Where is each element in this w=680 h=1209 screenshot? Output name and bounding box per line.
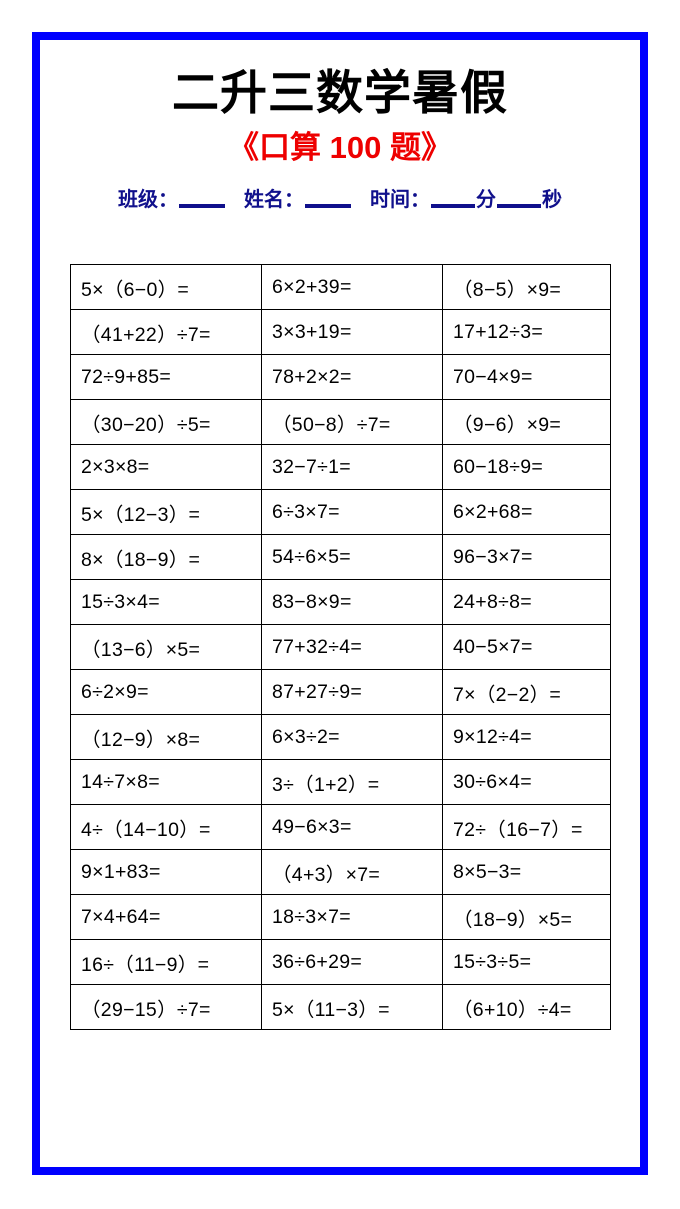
problems-table: 5×（6−0）= 6×2+39= （8−5）×9= （41+22）÷7= 3×3+19=… [70,264,611,1030]
problem-cell[interactable]: 6÷3×7= [261,489,443,535]
table-row: 9×1+83= （4+3）×7= 8×5−3= [70,849,611,895]
page-title: 二升三数学暑假 [172,66,508,119]
problem-cell[interactable]: 17+12÷3= [442,309,611,355]
problem-cell[interactable]: 49−6×3= [261,804,443,850]
table-row: 8×（18−9）= 54÷6×5= 96−3×7= [70,534,611,580]
problem-cell[interactable]: 14÷7×8= [70,759,262,805]
name-label: 姓名： [244,188,304,211]
problem-cell[interactable]: 5×（6−0）= [70,264,262,310]
problem-cell[interactable]: 6×2+68= [442,489,611,535]
problem-cell[interactable]: 4÷（14−10）= [70,804,262,850]
problem-cell[interactable]: 6×2+39= [261,264,443,310]
table-row: 72÷9+85= 78+2×2= 70−4×9= [70,354,611,400]
problem-cell[interactable]: 78+2×2= [261,354,443,400]
table-row: 4÷（14−10）= 49−6×3= 72÷（16−7）= [70,804,611,850]
problem-cell[interactable]: （30−20）÷5= [70,399,262,445]
problem-cell[interactable]: 3×3+19= [261,309,443,355]
problem-cell[interactable]: （4+3）×7= [261,849,443,895]
table-row: 16÷（11−9）= 36÷6+29= 15÷3÷5= [70,939,611,985]
problem-cell[interactable]: 9×1+83= [70,849,262,895]
problem-cell[interactable]: 83−8×9= [261,579,443,625]
problem-cell[interactable]: 36÷6+29= [261,939,443,985]
problem-cell[interactable]: （9−6）×9= [442,399,611,445]
problem-cell[interactable]: 70−4×9= [442,354,611,400]
minute-unit-label: 分 [476,188,496,211]
table-row: （12−9）×8= 6×3÷2= 9×12÷4= [70,714,611,760]
problem-cell[interactable]: 72÷（16−7）= [442,804,611,850]
table-row: 2×3×8= 32−7÷1= 60−18÷9= [70,444,611,490]
problem-cell[interactable]: 30÷6×4= [442,759,611,805]
problem-cell[interactable]: 7×4+64= [70,894,262,940]
table-row: 14÷7×8= 3÷（1+2）= 30÷6×4= [70,759,611,805]
problem-cell[interactable]: 72÷9+85= [70,354,262,400]
problem-cell[interactable]: 87+27÷9= [261,669,443,715]
table-row: 6÷2×9= 87+27÷9= 7×（2−2）= [70,669,611,715]
problem-cell[interactable]: （12−9）×8= [70,714,262,760]
table-row: 5×（12−3）= 6÷3×7= 6×2+68= [70,489,611,535]
problem-cell[interactable]: 54÷6×5= [261,534,443,580]
worksheet-content: 二升三数学暑假 《口算 100 题》 班级： 姓名： 时间：分秒 5×（6−0）= 6… [40,40,640,1167]
problem-cell[interactable]: 15÷3÷5= [442,939,611,985]
problem-cell[interactable]: 6÷2×9= [70,669,262,715]
problems-table-body: 5×（6−0）= 6×2+39= （8−5）×9= （41+22）÷7= 3×3+19=… [70,264,611,1030]
student-info-line: 班级： 姓名： 时间： 分 秒 [40,183,640,212]
problem-cell[interactable]: （29−15）÷7= [70,984,262,1030]
page-subtitle: 《口算 100 题》 [228,129,452,165]
seconds-blank-field[interactable] [497,203,541,208]
blue-page-frame [32,32,648,1175]
problem-cell[interactable]: 6×3÷2= [261,714,443,760]
table-row: 5×（6−0）= 6×2+39= （8−5）×9= [70,264,611,310]
problem-cell[interactable]: 9×12÷4= [442,714,611,760]
table-row: 15÷3×4= 83−8×9= 24+8÷8= [70,579,611,625]
problem-cell[interactable]: 18÷3×7= [261,894,443,940]
time-label: 时间： [370,188,430,211]
problem-cell[interactable]: 16÷（11−9）= [70,939,262,985]
problem-cell[interactable]: 7×（2−2）= [442,669,611,715]
problem-cell[interactable]: 5×（11−3）= [261,984,443,1030]
problem-cell[interactable]: 60−18÷9= [442,444,611,490]
problem-cell[interactable]: （50−8）÷7= [261,399,443,445]
problem-cell[interactable]: （8−5）×9= [442,264,611,310]
problem-cell[interactable]: 96−3×7= [442,534,611,580]
problem-cell[interactable]: 32−7÷1= [261,444,443,490]
second-unit-label: 秒 [542,188,562,211]
table-row: 7×4+64= 18÷3×7= （18−9）×5= [70,894,611,940]
problem-cell[interactable]: （18−9）×5= [442,894,611,940]
problem-cell[interactable]: （13−6）×5= [70,624,262,670]
table-row: （30−20）÷5= （50−8）÷7= （9−6）×9= [70,399,611,445]
problem-cell[interactable]: 24+8÷8= [442,579,611,625]
table-row: （29−15）÷7= 5×（11−3）= （6+10）÷4= [70,984,611,1030]
problem-cell[interactable]: 8×（18−9）= [70,534,262,580]
problem-cell[interactable]: （41+22）÷7= [70,309,262,355]
minutes-blank-field[interactable] [431,203,475,208]
problem-cell[interactable]: 40−5×7= [442,624,611,670]
problem-cell[interactable]: 8×5−3= [442,849,611,895]
problem-cell[interactable]: （6+10）÷4= [442,984,611,1030]
table-row: （41+22）÷7= 3×3+19= 17+12÷3= [70,309,611,355]
problem-cell[interactable]: 3÷（1+2）= [261,759,443,805]
table-row: （13−6）×5= 77+32÷4= 40−5×7= [70,624,611,670]
name-blank-field[interactable] [305,203,351,208]
problem-cell[interactable]: 2×3×8= [70,444,262,490]
class-label: 班级： [118,188,178,211]
problem-cell[interactable]: 77+32÷4= [261,624,443,670]
class-blank-field[interactable] [179,203,225,208]
problem-cell[interactable]: 5×（12−3）= [70,489,262,535]
problem-cell[interactable]: 15÷3×4= [70,579,262,625]
